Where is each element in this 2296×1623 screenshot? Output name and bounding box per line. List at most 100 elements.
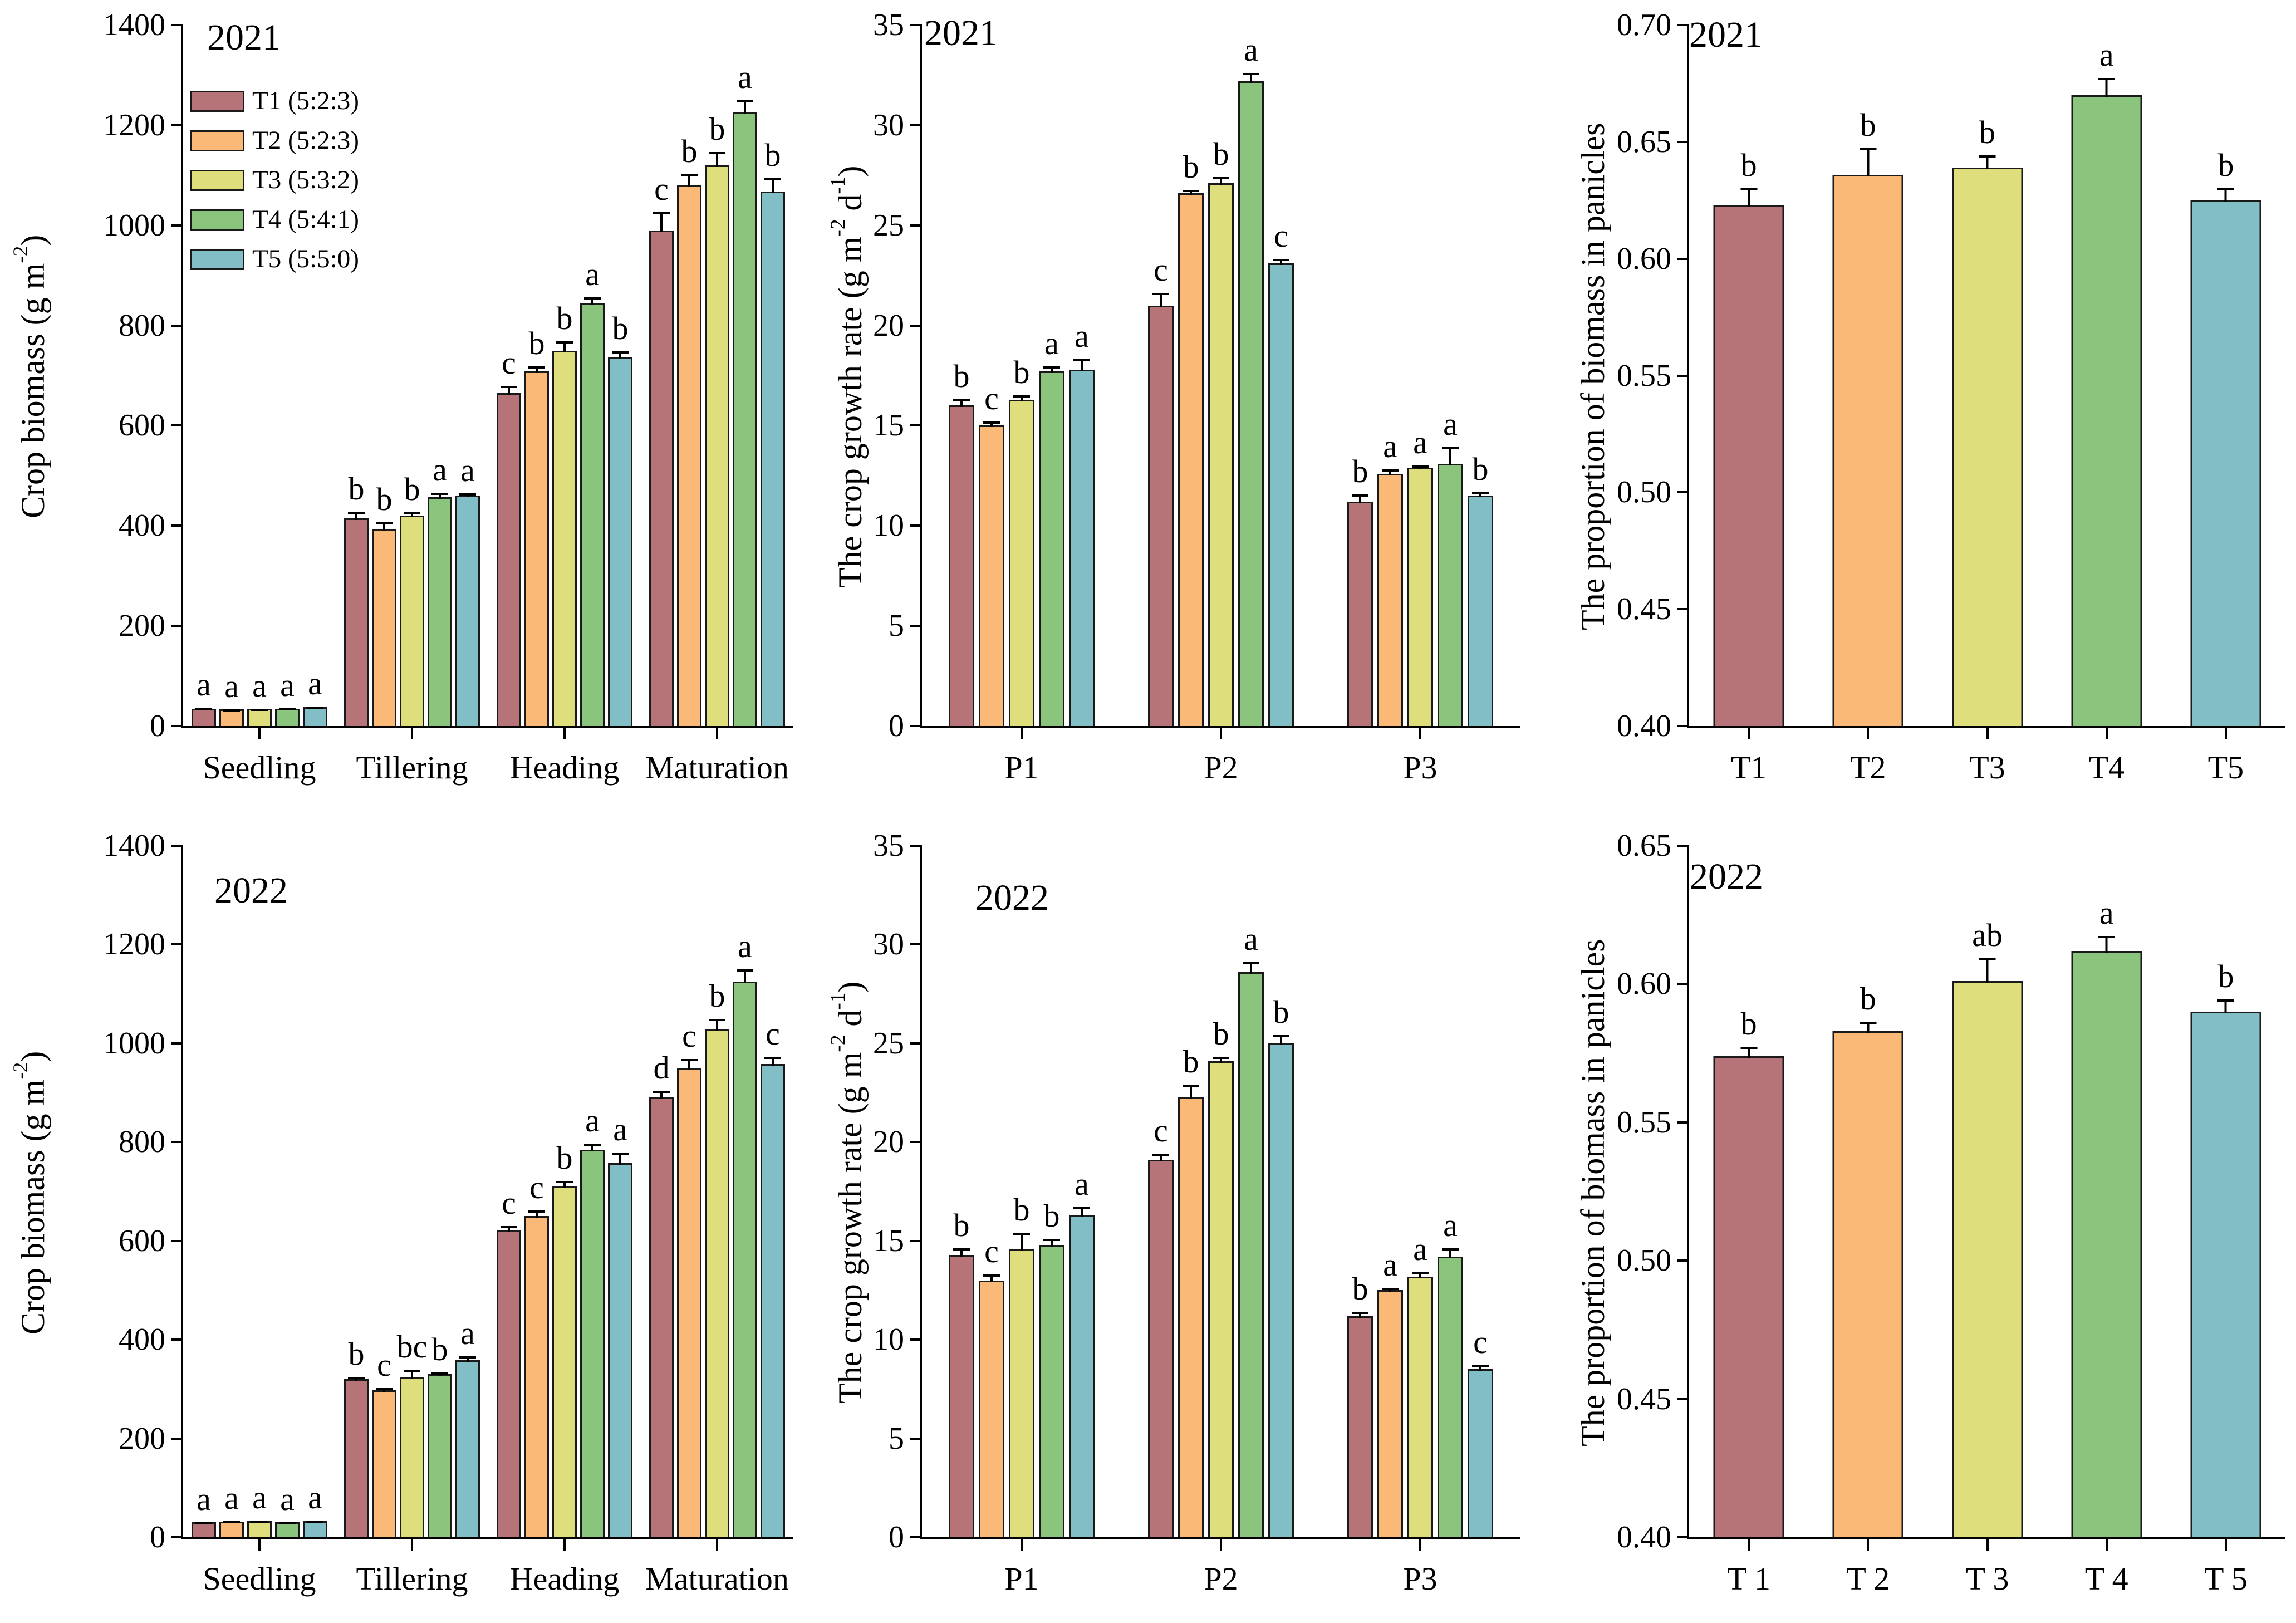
legend: T1 (5:2:3) T2 (5:2:3) T3 (5:3:2) T4 (5:4:1)… — [190, 88, 359, 286]
y-tick-label: 10 — [873, 508, 904, 543]
error-bar — [1213, 176, 1229, 185]
error-bar — [1412, 465, 1429, 469]
error-bar — [1352, 1311, 1368, 1318]
error-bar-line — [1190, 190, 1192, 195]
y-tick-label: 0.50 — [1617, 1243, 1671, 1278]
bar-T3: a — [247, 1482, 272, 1537]
error-bar-cap — [2217, 999, 2234, 1002]
bar-T3: a — [247, 669, 272, 726]
x-category-label: T 4 — [2084, 1561, 2128, 1597]
bar-T1: c — [497, 1186, 521, 1537]
y-tick — [171, 1437, 183, 1440]
error-bar — [1382, 469, 1399, 475]
error-bar-cap — [584, 297, 601, 300]
bar-T2: c — [979, 382, 1004, 726]
x-category-label: Seedling — [203, 749, 316, 786]
y-axis-title: The crop growth rate (g m-2 d-1) — [827, 165, 869, 588]
bar-T4: a — [1238, 923, 1264, 1537]
y-tick-label: 400 — [119, 508, 165, 543]
bar-T2: c — [372, 1349, 396, 1537]
sig-letter: b — [1860, 107, 1876, 144]
error-bar-cap — [556, 1180, 573, 1183]
bar-T2: b — [524, 327, 549, 726]
bar-T2: a — [219, 1482, 244, 1537]
error-bar-cap — [1013, 395, 1030, 398]
sig-letter: d — [653, 1049, 670, 1086]
error-bar-line — [619, 1153, 621, 1165]
error-bar — [1442, 1248, 1459, 1259]
error-bar-line — [1280, 259, 1282, 266]
error-bar-cap — [528, 1210, 545, 1213]
error-bar — [1043, 1238, 1060, 1247]
error-bar-line — [2224, 999, 2227, 1014]
error-bar-line — [660, 1090, 663, 1100]
error-bar-line — [1280, 1035, 1282, 1045]
legend-swatch-T5 — [190, 248, 244, 270]
y-tick-label: 0.40 — [1617, 1520, 1671, 1555]
sig-letter: a — [738, 928, 752, 965]
y-tick-label: 0.60 — [1617, 967, 1671, 1002]
error-bar — [709, 1018, 725, 1032]
error-bar — [2217, 999, 2234, 1014]
error-bar-cap — [279, 708, 296, 710]
error-bar-line — [1449, 447, 1451, 465]
bar-T3: b — [552, 1141, 577, 1537]
error-bar-cap — [431, 1372, 448, 1375]
error-bar-line — [1748, 1046, 1750, 1058]
error-bar — [737, 100, 753, 115]
x-tick — [1986, 726, 1989, 739]
error-bar-cap — [1273, 1035, 1289, 1038]
bar-T2: c — [677, 1019, 701, 1537]
error-bar — [431, 493, 448, 499]
x-tick — [411, 1537, 413, 1551]
error-bar-line — [1419, 1272, 1421, 1278]
y-tick-label: 10 — [873, 1322, 904, 1357]
bar-T3: a — [1407, 426, 1433, 726]
x-category-label: T1 — [1730, 749, 1767, 786]
bar-T5: c — [1268, 220, 1294, 726]
sig-letter: a — [1244, 920, 1258, 957]
bar-T4: a — [1438, 408, 1463, 726]
error-bar-line — [1479, 492, 1481, 498]
x-category-label: T 1 — [1727, 1561, 1771, 1597]
error-bar — [459, 493, 476, 498]
error-bar — [1243, 962, 1259, 974]
plot-area: 0 5 10 15 20 25 30 35 P1 b c b a a P2 c b b a c P3 b a a a b — [873, 9, 1520, 784]
error-bar-cap — [251, 708, 268, 711]
sig-letter: b — [1979, 114, 1995, 150]
bar-T4: a — [275, 1483, 300, 1537]
y-tick — [1677, 24, 1689, 26]
bar-T3: b — [705, 979, 729, 1537]
legend-label: T2 (5:2:3) — [252, 126, 359, 155]
error-bar-line — [439, 493, 441, 499]
bar-group: b — [2190, 149, 2261, 726]
error-bar-cap — [1043, 1238, 1060, 1241]
y-tick-label: 0 — [150, 1520, 165, 1555]
sig-letter: c — [984, 380, 999, 416]
bar-T2: b — [1832, 109, 1903, 726]
error-bar-line — [591, 297, 593, 305]
error-bar-cap — [1152, 293, 1169, 296]
x-category-label: T3 — [1969, 749, 2005, 786]
bar-T5: c — [761, 1018, 785, 1537]
bar-T3: b — [1009, 356, 1034, 726]
y-tick — [910, 1141, 922, 1144]
y-tick — [171, 1536, 183, 1538]
x-category-label: Seedling — [203, 1561, 316, 1597]
error-bar-line — [772, 1057, 774, 1066]
sig-letter: a — [1383, 428, 1397, 464]
error-bar-cap — [1740, 188, 1758, 190]
bar-group: b — [1832, 983, 1903, 1537]
bar-T4: a — [2071, 897, 2142, 1537]
bar-T3: b — [1208, 1018, 1234, 1537]
x-tick — [563, 1537, 566, 1551]
bar-T1: c — [1148, 1115, 1174, 1537]
bar-T4: b — [428, 1333, 452, 1537]
error-bar-cap — [1152, 1154, 1169, 1156]
